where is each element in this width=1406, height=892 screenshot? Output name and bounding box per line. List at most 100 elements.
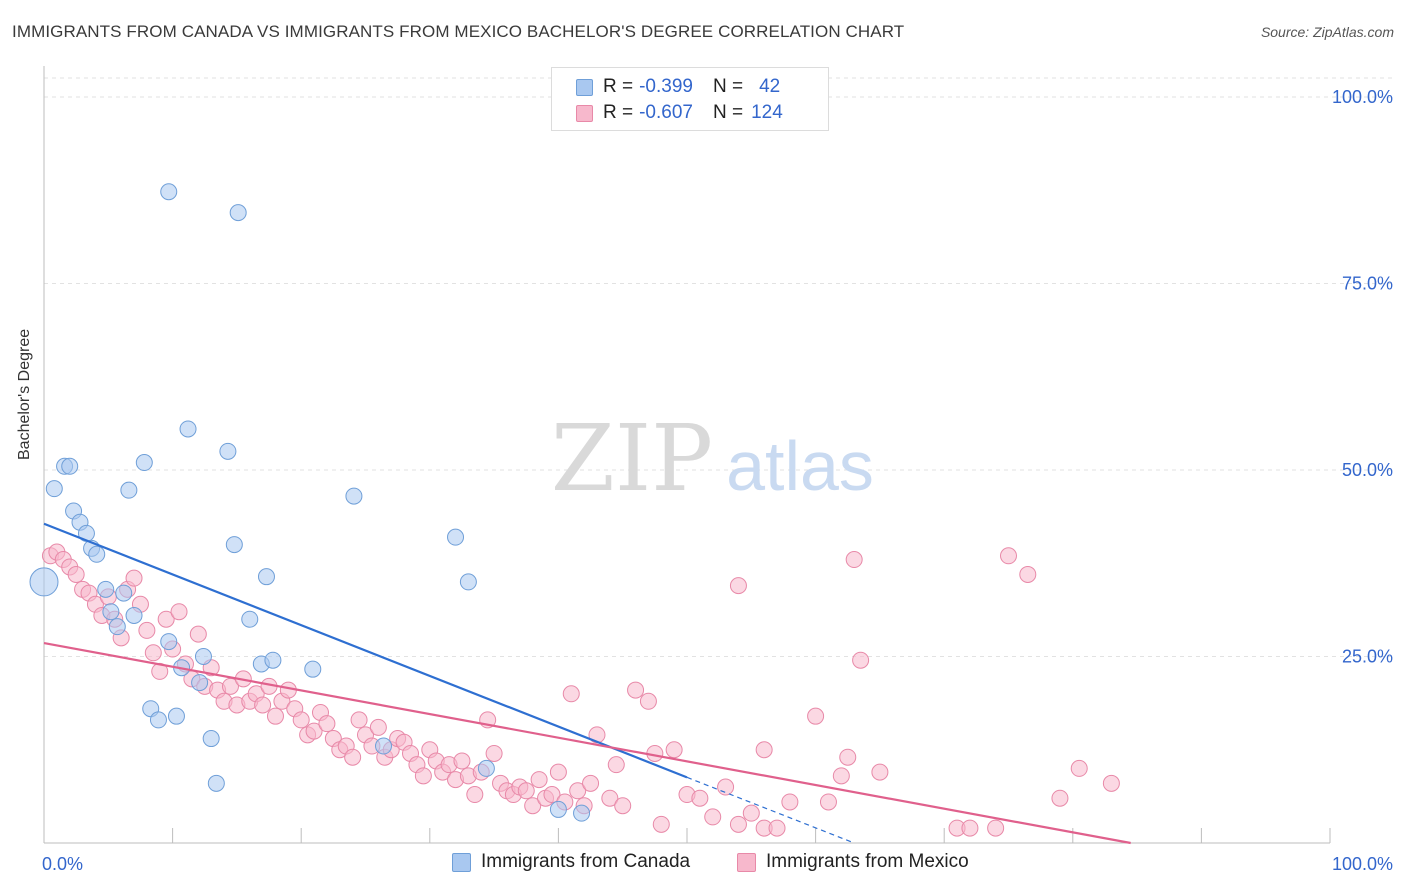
mexico-point (1070, 759, 1088, 777)
mexico-point (1051, 789, 1069, 807)
mexico-point (189, 625, 207, 643)
canada-point (160, 633, 178, 651)
canada-legend-swatch (452, 852, 471, 872)
mexico-r-label: R = (603, 102, 634, 123)
x-tick-label: 0.0% (42, 854, 83, 874)
mexico-point (67, 565, 85, 583)
mexico-point (607, 756, 625, 774)
mexico-point (652, 815, 670, 833)
canada-swatch (576, 78, 593, 96)
mexico-point (517, 782, 535, 800)
mexico-point (729, 577, 747, 595)
mexico-point (549, 763, 567, 781)
mexico-point (254, 696, 272, 714)
mexico-point (781, 793, 799, 811)
y-tick-label: 50.0% (1342, 460, 1393, 480)
mexico-point (369, 718, 387, 736)
canada-point (167, 707, 185, 725)
mexico-n-value: 124 (751, 102, 783, 123)
tick-labels: 25.0% 50.0% 75.0% 100.0% 0.0% 100.0% (42, 87, 1393, 874)
mexico-legend-swatch (737, 852, 756, 872)
mexico-point (414, 767, 432, 785)
mexico-point (305, 722, 323, 740)
y-tick-label: 25.0% (1342, 647, 1393, 667)
mexico-point (1102, 774, 1120, 792)
canada-point (115, 584, 133, 602)
canada-point (120, 481, 138, 499)
mexico-point (530, 771, 548, 789)
canada-trendline (43, 522, 688, 779)
canada-point (304, 660, 322, 678)
canada-point (194, 648, 212, 665)
mexico-point (961, 819, 979, 837)
watermark: ZIP atlas (551, 405, 874, 512)
trendlines (43, 522, 1131, 845)
canada-point (191, 674, 209, 692)
canada-r-label: R = (603, 76, 634, 97)
mexico-point (717, 778, 735, 796)
mexico-trendline (43, 641, 1131, 845)
mexico-point (569, 782, 587, 800)
watermark-atlas: atlas (726, 427, 874, 505)
canada-r-value: -0.399 (639, 76, 693, 97)
canada-point (88, 545, 106, 563)
mexico-point (691, 789, 709, 807)
mexico-point (614, 797, 632, 815)
mexico-point (639, 692, 657, 710)
mexico-legend-label: Immigrants from Mexico (766, 851, 969, 872)
mexico-point (157, 610, 175, 628)
canada-point (375, 737, 393, 755)
mexico-point (524, 797, 542, 815)
canada-point (207, 774, 225, 792)
watermark-zip: ZIP (551, 405, 713, 512)
canada-trendline-extension (686, 776, 855, 844)
canada-point (549, 800, 567, 818)
axes (43, 66, 1331, 844)
canada-point (202, 730, 220, 748)
source-credit: Source: ZipAtlas.com (1260, 24, 1394, 40)
correlation-legend: R = -0.399 N = 42 R = -0.607 N = 124 (551, 67, 829, 131)
y-tick-label: 100.0% (1332, 87, 1393, 107)
mexico-point (138, 621, 156, 639)
canada-point (149, 711, 167, 729)
canada-point (125, 606, 143, 624)
canada-point (219, 442, 237, 460)
canada-n-label: N = (712, 76, 744, 97)
canada-n-value: 42 (759, 76, 781, 97)
canada-point (29, 567, 59, 597)
mexico-point (318, 715, 336, 733)
mexico-point (819, 793, 837, 811)
canada-point (257, 568, 275, 586)
mexico-point (344, 748, 362, 766)
canada-point (241, 610, 259, 628)
legend-item-canada[interactable]: Immigrants from Canada (452, 851, 690, 873)
mexico-point (266, 707, 284, 725)
mexico-point (144, 644, 162, 662)
mexico-point (987, 819, 1005, 837)
canada-point (97, 580, 115, 598)
mexico-point (832, 767, 850, 785)
mexico-point (742, 804, 760, 822)
mexico-point (601, 789, 619, 807)
gridlines (44, 77, 1392, 657)
mexico-swatch (576, 104, 593, 122)
x-tick-label: 100.0% (1332, 854, 1393, 874)
mexico-point (350, 711, 368, 729)
canada-point (179, 420, 197, 438)
legend-row-canada: R = -0.399 N = 42 (576, 76, 780, 98)
mexico-point (871, 763, 889, 781)
canada-point (345, 487, 363, 505)
series-legend: Immigrants from Canada Immigrants from M… (0, 851, 1406, 877)
mexico-point (562, 685, 580, 703)
canada-point (264, 651, 282, 669)
mexico-point (839, 748, 857, 766)
canada-point (45, 480, 63, 498)
legend-item-mexico[interactable]: Immigrants from Mexico (737, 851, 969, 873)
mexico-point (627, 681, 645, 699)
canada-point (459, 573, 477, 591)
mexico-point (704, 808, 722, 826)
mexico-point (125, 569, 143, 587)
canada-point (108, 618, 126, 636)
mexico-point (485, 744, 503, 762)
chart-title: IMMIGRANTS FROM CANADA VS IMMIGRANTS FRO… (12, 22, 905, 41)
